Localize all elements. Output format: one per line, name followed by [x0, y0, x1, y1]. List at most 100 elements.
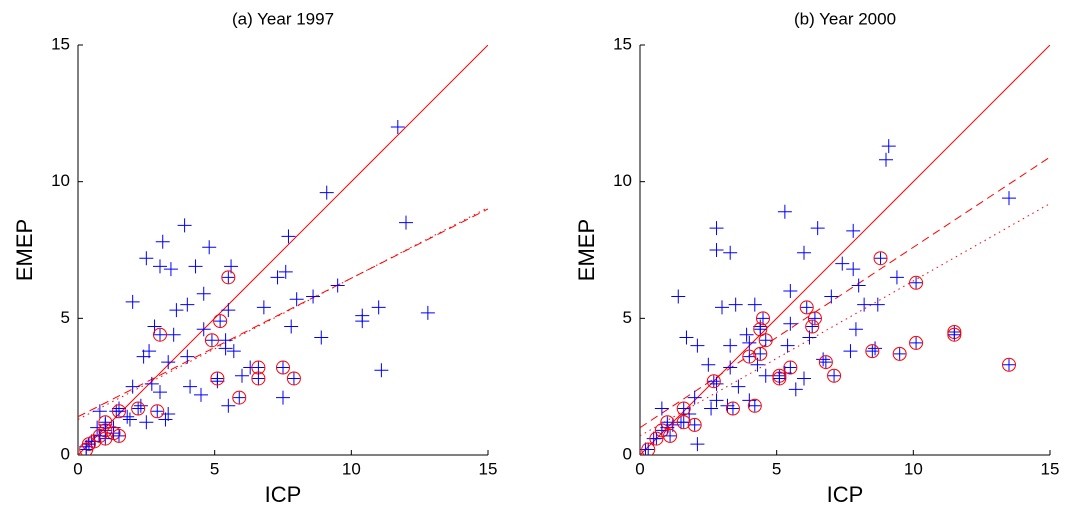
point-ring: [1002, 357, 1016, 372]
circled-point: [676, 415, 691, 430]
point: [281, 229, 296, 244]
circled-point: [112, 404, 126, 419]
point-cross: [136, 349, 151, 364]
point: [177, 218, 192, 233]
point: [196, 286, 211, 301]
point: [276, 390, 290, 405]
point: [709, 243, 724, 257]
point-cross: [125, 379, 140, 394]
point-cross: [816, 352, 831, 367]
point-cross: [835, 256, 850, 271]
y-tick-label: 10: [613, 171, 632, 190]
point-cross: [806, 320, 819, 333]
point: [180, 349, 195, 364]
point-cross: [723, 360, 738, 375]
point-cross: [256, 300, 271, 315]
point: [142, 344, 157, 359]
point: [788, 382, 803, 397]
point: [687, 390, 702, 405]
point-cross: [664, 429, 677, 442]
point: [188, 259, 203, 274]
point-cross: [846, 223, 861, 238]
point: [161, 355, 176, 370]
point: [783, 284, 798, 298]
point-ring: [892, 346, 907, 361]
point: [125, 379, 140, 394]
point-ring: [758, 333, 773, 348]
point: [139, 251, 154, 266]
point-ring: [649, 431, 664, 446]
point-cross: [783, 284, 798, 298]
point: [278, 264, 293, 279]
circled-point: [892, 346, 907, 361]
point-cross: [214, 315, 227, 328]
point-cross: [784, 361, 797, 374]
point-ring: [799, 300, 814, 315]
circled-point: [150, 404, 165, 419]
point-cross: [113, 429, 125, 442]
point-cross: [142, 344, 157, 359]
point: [136, 349, 151, 364]
point: [194, 387, 208, 402]
point-ring: [783, 360, 798, 375]
point-cross: [679, 330, 694, 345]
point-ring: [865, 344, 880, 359]
circled-point: [112, 428, 126, 443]
circled-point: [807, 311, 822, 326]
y-tick-label: 0: [61, 444, 70, 463]
point-cross: [881, 139, 896, 154]
point-cross: [153, 385, 167, 400]
point-cross: [800, 301, 813, 314]
reference-line: [78, 45, 488, 455]
point-cross: [739, 327, 754, 342]
circled-point: [649, 431, 664, 446]
point-cross: [154, 328, 166, 341]
circled-point: [725, 401, 740, 416]
point: [92, 404, 107, 419]
point-cross: [715, 300, 729, 315]
point: [723, 338, 738, 353]
point-cross: [759, 334, 772, 347]
point: [851, 278, 866, 293]
point: [780, 338, 795, 353]
point-cross: [754, 347, 767, 360]
circled-point: [706, 374, 721, 389]
point-cross: [80, 443, 93, 455]
point-cross: [1003, 358, 1015, 371]
point-cross: [399, 215, 413, 230]
point-cross: [671, 289, 686, 304]
point-cross: [846, 262, 861, 277]
point-cross: [371, 300, 386, 315]
point: [221, 303, 236, 318]
x-tick-label: 15: [1041, 459, 1060, 478]
point-cross: [723, 338, 738, 353]
y-axis-label: EMEP: [574, 219, 599, 281]
point: [399, 215, 413, 230]
point: [319, 185, 334, 200]
point-cross: [777, 204, 792, 219]
point-ring: [221, 270, 236, 285]
point-cross: [654, 401, 669, 416]
point-cross: [151, 405, 164, 418]
point: [835, 256, 850, 271]
point-cross: [810, 221, 825, 236]
point-cross: [289, 292, 304, 307]
point-cross: [125, 294, 140, 309]
point-ring: [725, 401, 740, 416]
point: [758, 368, 773, 383]
point: [235, 368, 249, 383]
point-ring: [772, 371, 787, 386]
point-cross: [824, 289, 839, 304]
circled-point: [799, 300, 814, 315]
point-ring: [706, 374, 721, 389]
point: [226, 344, 241, 359]
subplot: (b) Year 2000 ICP EMEP 0 5 10 15 0 5 10 15: [574, 9, 1060, 506]
point-ring: [663, 428, 678, 443]
point-cross: [866, 345, 879, 358]
point: [723, 245, 738, 260]
point: [723, 360, 738, 375]
circled-point: [232, 390, 247, 405]
circled-point: [213, 314, 228, 329]
x-tick-label: 15: [479, 459, 498, 478]
